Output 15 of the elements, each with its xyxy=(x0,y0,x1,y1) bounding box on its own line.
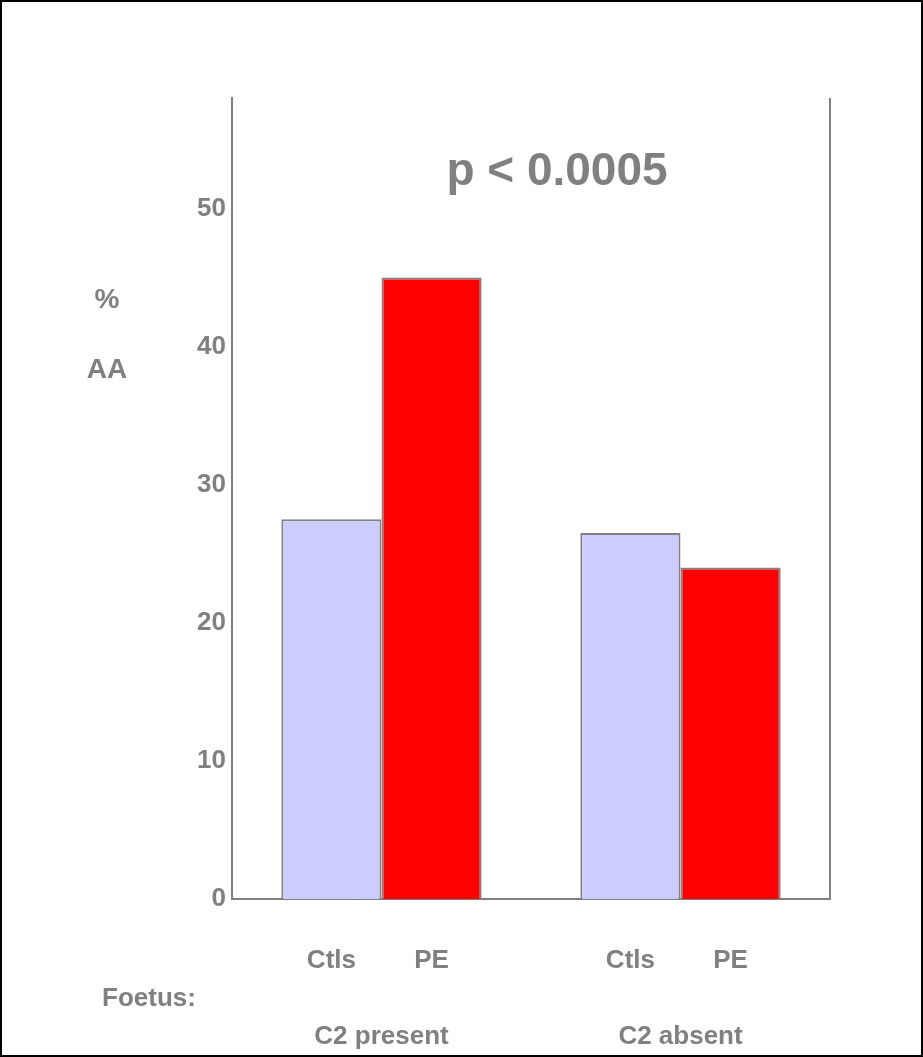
y-tick-label: 40 xyxy=(197,329,226,360)
text: % AA xyxy=(86,283,128,384)
y-tick-label: 50 xyxy=(197,191,226,222)
x-tick-label: C2 absent xyxy=(618,1019,743,1050)
y-tick-label: 0 xyxy=(211,882,226,913)
text: Foetus: xyxy=(102,982,196,1013)
y-tick-label: 30 xyxy=(197,467,226,498)
series-label: Ctls xyxy=(306,944,356,975)
series-label: PE xyxy=(414,944,449,975)
text: p < 0.0005 xyxy=(445,142,669,196)
text: Ctls xyxy=(605,944,655,975)
y-tick-label: 20 xyxy=(197,605,226,636)
text: PE xyxy=(713,944,748,975)
y-tick-label: 10 xyxy=(197,744,226,775)
x-tick-label: C2 present xyxy=(314,1019,450,1050)
